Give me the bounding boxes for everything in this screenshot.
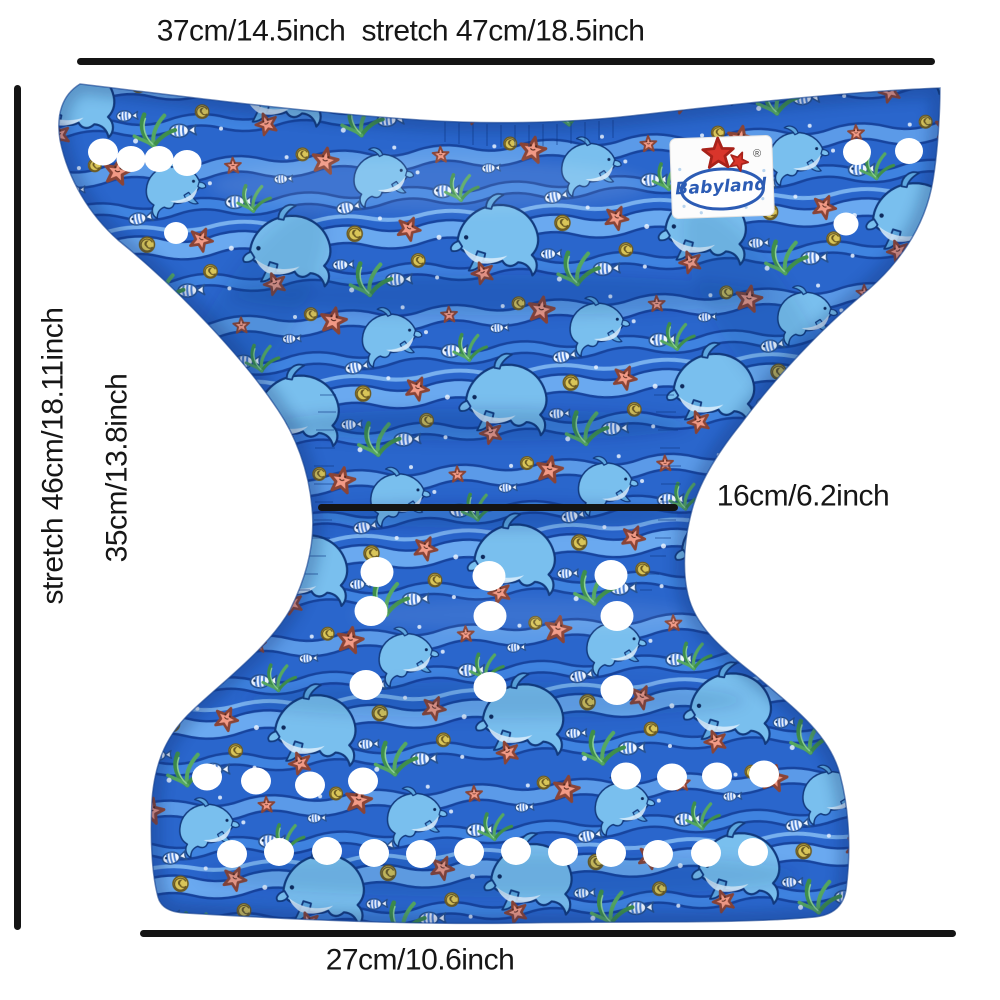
label-star-icon bbox=[729, 151, 750, 172]
snap-button bbox=[172, 150, 202, 176]
snap-button bbox=[312, 837, 342, 865]
snap-button bbox=[144, 146, 174, 172]
snap-button bbox=[548, 838, 578, 866]
snap-button bbox=[359, 839, 389, 867]
snap-button bbox=[738, 838, 768, 866]
crotch-measure-line bbox=[318, 504, 678, 511]
snap-button bbox=[354, 596, 388, 626]
snap-button bbox=[833, 212, 859, 236]
snap-button bbox=[691, 839, 721, 867]
snap-button bbox=[600, 675, 634, 705]
snap-button bbox=[596, 839, 626, 867]
measure-top-stretch: stretch 47cm/18.5inch bbox=[361, 14, 645, 48]
snap-button bbox=[895, 138, 923, 164]
snap-button bbox=[348, 767, 378, 795]
registered-mark: ® bbox=[752, 148, 762, 160]
snap-button bbox=[360, 557, 394, 587]
snap-buttons bbox=[88, 138, 923, 868]
snap-button bbox=[88, 138, 118, 166]
snap-button bbox=[501, 837, 531, 865]
snap-button bbox=[454, 838, 484, 866]
snap-button bbox=[349, 670, 383, 700]
snap-button bbox=[749, 760, 779, 788]
snap-button bbox=[702, 762, 732, 790]
top-measure-line bbox=[77, 58, 935, 65]
snap-button bbox=[843, 139, 871, 165]
measure-side-stretch: stretch 46cm/18.11inch bbox=[36, 307, 70, 605]
elastic-gathers bbox=[296, 120, 681, 591]
brand-label bbox=[669, 134, 775, 220]
measure-top-width: 37cm/14.5inch bbox=[156, 14, 346, 48]
label-star-icon bbox=[701, 136, 735, 169]
snap-button bbox=[217, 840, 247, 868]
snap-button bbox=[657, 763, 687, 791]
snap-button bbox=[116, 146, 146, 172]
snap-button bbox=[295, 771, 325, 799]
snap-button bbox=[611, 762, 641, 790]
snap-button bbox=[192, 763, 222, 791]
snap-button bbox=[164, 222, 188, 244]
snap-button bbox=[473, 672, 507, 702]
snap-button bbox=[241, 767, 271, 795]
snap-button bbox=[472, 561, 506, 591]
snap-button bbox=[473, 601, 507, 631]
snap-button bbox=[643, 840, 673, 868]
left-measure-line bbox=[14, 85, 21, 930]
label-cloud-outline bbox=[679, 167, 765, 211]
snap-button bbox=[264, 838, 294, 866]
measure-side-length: 35cm/13.8inch bbox=[100, 373, 134, 563]
measure-crotch-width: 16cm/6.2inch bbox=[716, 479, 890, 513]
snap-button bbox=[406, 840, 436, 868]
bottom-measure-line bbox=[140, 930, 956, 937]
measure-bottom-width: 27cm/10.6inch bbox=[325, 943, 515, 977]
snap-button bbox=[594, 560, 628, 590]
snap-button bbox=[600, 601, 634, 631]
